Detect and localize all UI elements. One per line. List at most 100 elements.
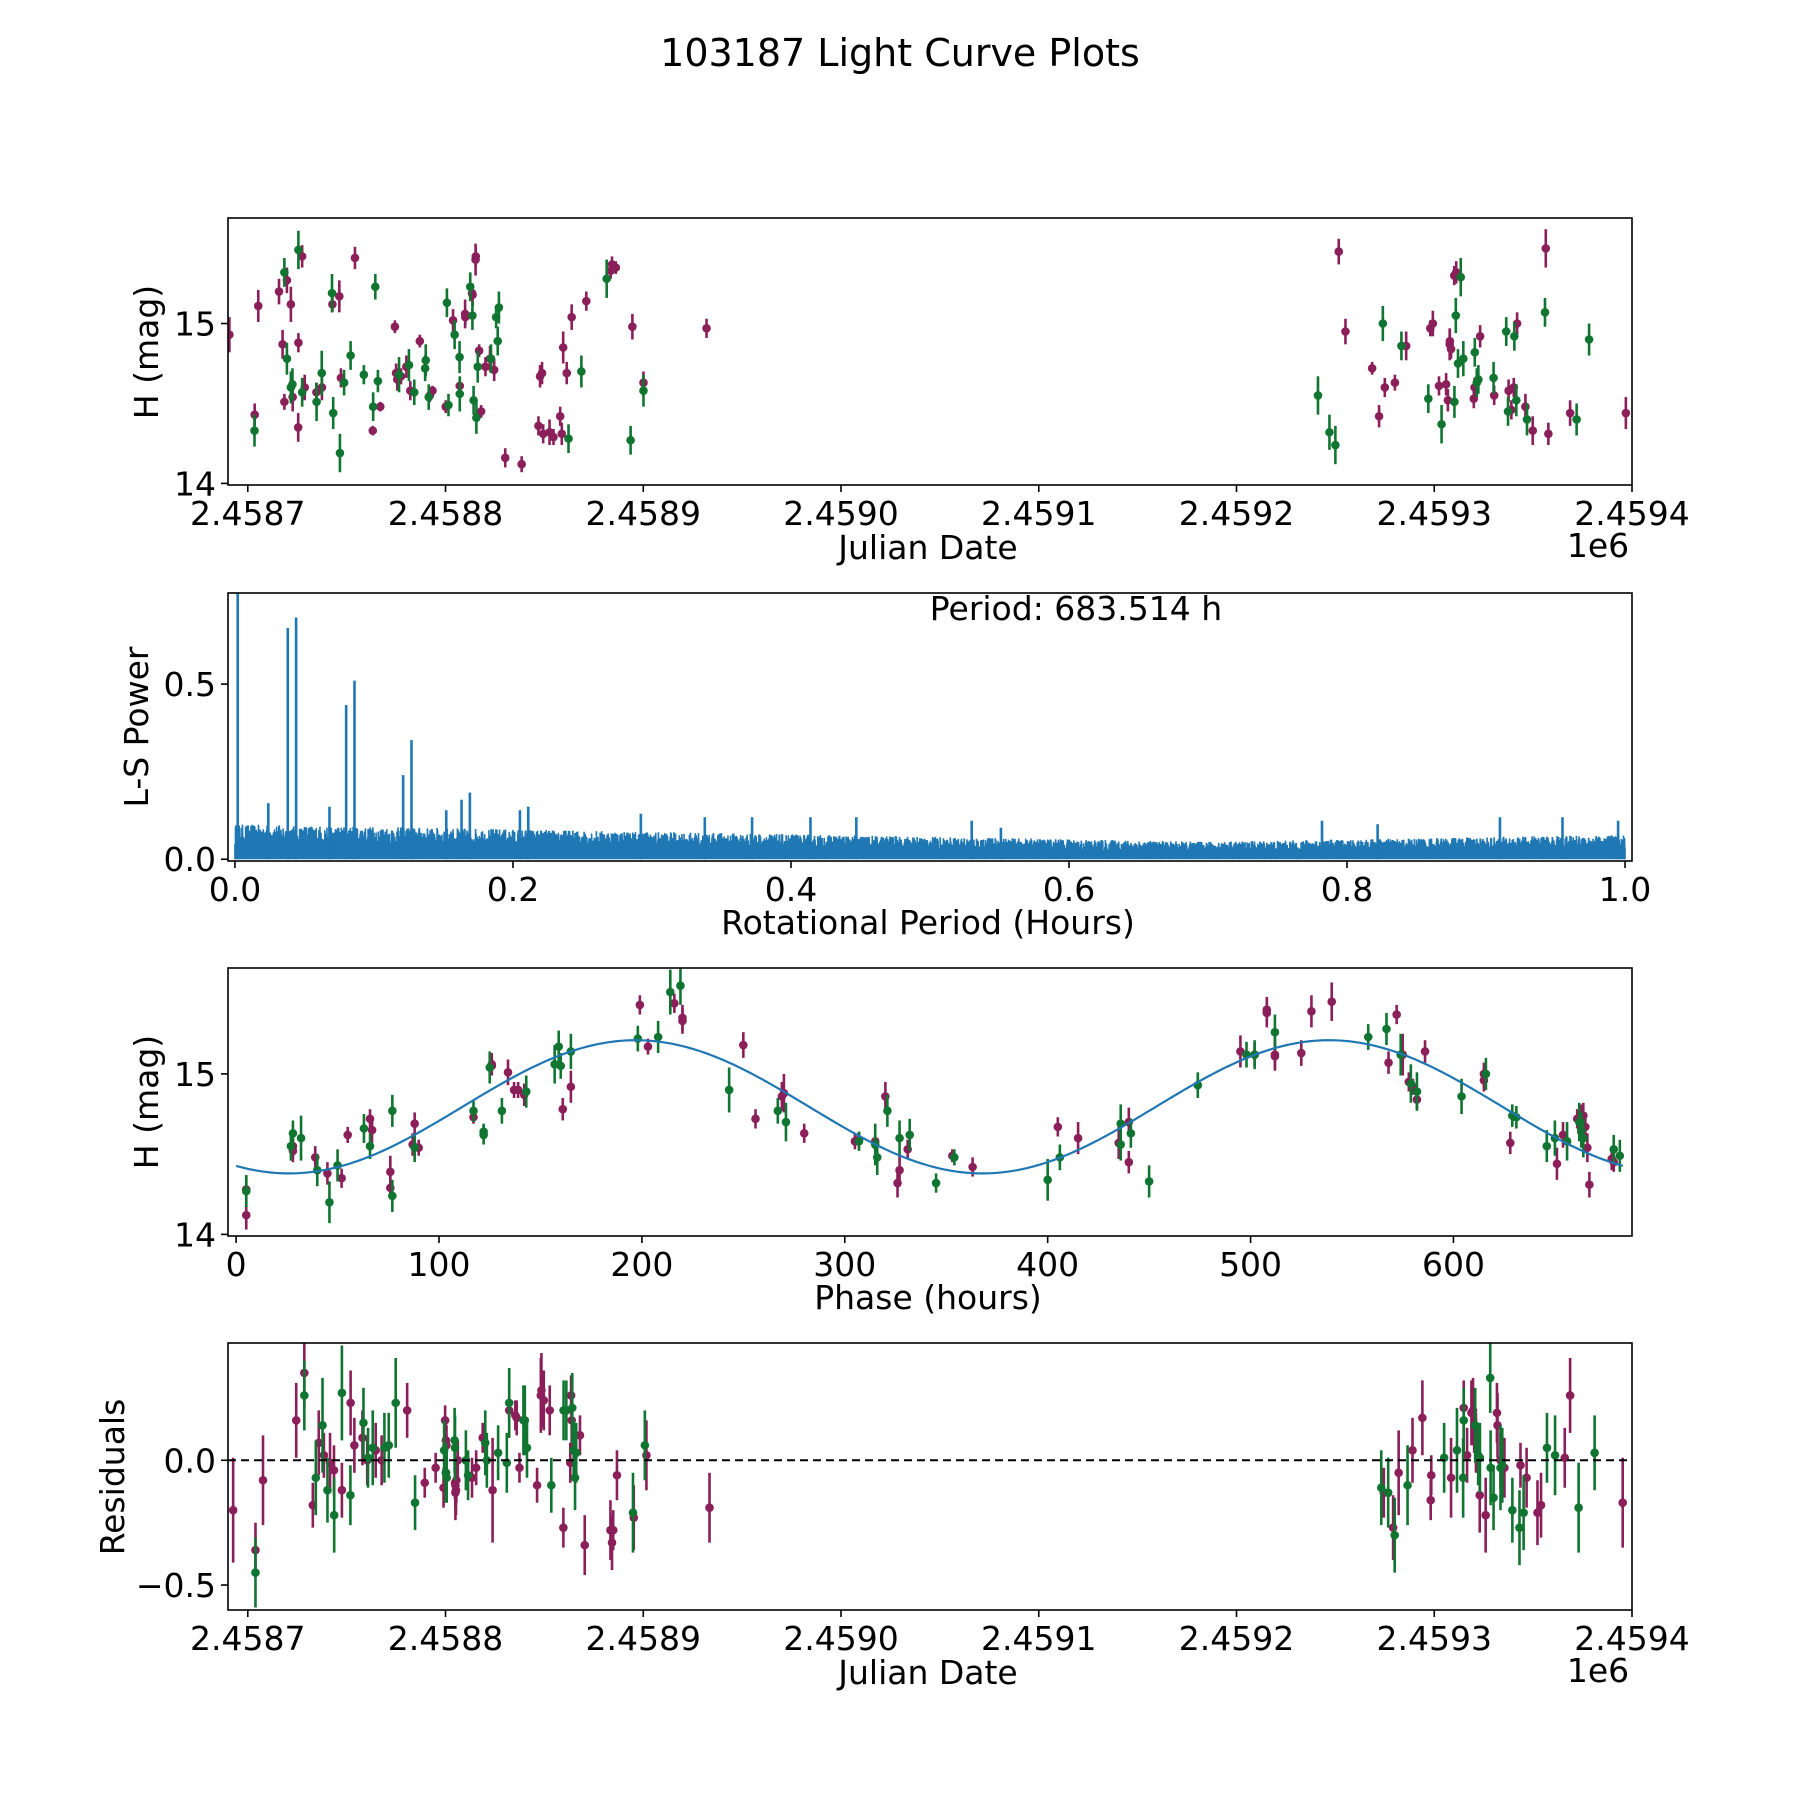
x-tick-label: 2.4591: [981, 1619, 1096, 1658]
data-point: [500, 453, 510, 463]
data-point: [286, 300, 296, 309]
data-point: [444, 400, 453, 410]
data-point: [323, 1485, 332, 1495]
data-point: [258, 1475, 268, 1485]
data-point: [653, 1032, 663, 1042]
data-point: [1541, 244, 1551, 253]
data-point: [670, 999, 679, 1008]
data-point: [1307, 1007, 1316, 1016]
data-point: [555, 411, 565, 421]
data-point: [253, 301, 263, 311]
data-point: [1376, 1483, 1386, 1493]
data-point: [513, 1085, 523, 1095]
data-point: [280, 268, 289, 277]
phased-ylabel: H (mag): [127, 1035, 166, 1169]
data-point: [1428, 319, 1438, 328]
x-tick-label: 1.0: [1599, 870, 1651, 909]
periodogram-ylabel: L-S Power: [117, 646, 156, 807]
data-point: [1446, 344, 1456, 354]
data-point: [1481, 1510, 1490, 1520]
data-point: [1325, 427, 1334, 437]
data-point: [350, 253, 360, 263]
data-point: [1434, 381, 1444, 391]
data-point: [1124, 1157, 1134, 1167]
data-point: [415, 336, 425, 346]
data-point: [371, 282, 380, 292]
data-point: [368, 1443, 378, 1453]
data-point: [1574, 1503, 1583, 1512]
figure-title: 103187 Light Curve Plots: [660, 31, 1140, 75]
y-tick-label: 0.0: [164, 840, 216, 879]
data-point: [1474, 375, 1483, 384]
data-point: [241, 1210, 251, 1220]
data-point: [476, 407, 486, 416]
data-point: [1408, 1445, 1417, 1455]
phased-xlabel: Phase (hours): [814, 1278, 1042, 1317]
residuals-ylabel: Residuals: [93, 1399, 132, 1556]
data-point: [339, 378, 349, 387]
data-point: [1424, 394, 1433, 403]
residuals-yticks: −0.5 0.0: [136, 1441, 228, 1605]
x-tick-label: 0.8: [1321, 870, 1373, 909]
data-point: [562, 368, 572, 378]
y-tick-label: 14: [174, 464, 216, 503]
data-point: [1457, 1092, 1466, 1101]
x-tick-label: 2.4587: [190, 1619, 305, 1658]
data-point: [1558, 1130, 1568, 1140]
data-point: [481, 362, 490, 371]
data-point: [1515, 1523, 1524, 1532]
phased-axes-frame: [227, 967, 1633, 1237]
x-tick-label: 2.4588: [388, 1619, 503, 1658]
periodogram-xticks: 0.0 0.2 0.4 0.6 0.8 1.0: [209, 861, 1651, 909]
lightcurve-yticks: 14 15: [174, 305, 228, 503]
periodogram-noise-line: [234, 824, 1626, 860]
data-point: [799, 1128, 809, 1138]
data-point: [1522, 415, 1532, 424]
periodogram-axes-frame: [227, 592, 1633, 862]
data-point: [471, 1463, 481, 1473]
data-point: [300, 1391, 309, 1400]
data-point: [337, 1485, 347, 1495]
data-point: [1458, 1473, 1468, 1483]
x-tick-label: 2.4593: [1377, 494, 1492, 533]
data-point: [1609, 1145, 1619, 1154]
data-point: [931, 1178, 941, 1188]
data-point: [1073, 1133, 1083, 1143]
data-point: [1390, 1530, 1400, 1540]
data-point: [410, 1119, 419, 1128]
data-point: [323, 1169, 332, 1178]
data-point: [666, 987, 675, 997]
data-point: [317, 368, 327, 378]
residuals-marks: [228, 1343, 1632, 1608]
data-point: [1552, 1159, 1562, 1169]
data-point: [1618, 1498, 1628, 1508]
data-point: [1470, 347, 1480, 357]
data-point: [1426, 1470, 1436, 1480]
data-point: [288, 379, 297, 389]
data-point: [486, 354, 496, 363]
data-point: [493, 336, 503, 346]
data-point: [228, 330, 234, 340]
x-tick-label: 2.4588: [388, 494, 503, 533]
data-point: [545, 1406, 555, 1415]
data-point: [409, 387, 419, 397]
data-point: [1590, 1448, 1599, 1458]
y-tick-label: 0.5: [164, 665, 216, 704]
data-point: [420, 1478, 430, 1488]
data-point: [448, 316, 458, 325]
data-point: [251, 1568, 260, 1577]
data-point: [539, 1396, 549, 1405]
data-point: [702, 324, 711, 333]
data-point: [1388, 1523, 1398, 1532]
lightcurve-ylabel: H (mag): [127, 285, 166, 419]
data-point: [368, 402, 378, 411]
data-point: [1505, 1138, 1515, 1148]
data-point: [537, 368, 547, 378]
data-point: [402, 1406, 412, 1415]
data-point: [905, 1130, 915, 1140]
data-point: [293, 423, 303, 432]
data-point: [410, 1143, 419, 1153]
data-point: [337, 1388, 347, 1398]
data-point: [373, 376, 383, 386]
